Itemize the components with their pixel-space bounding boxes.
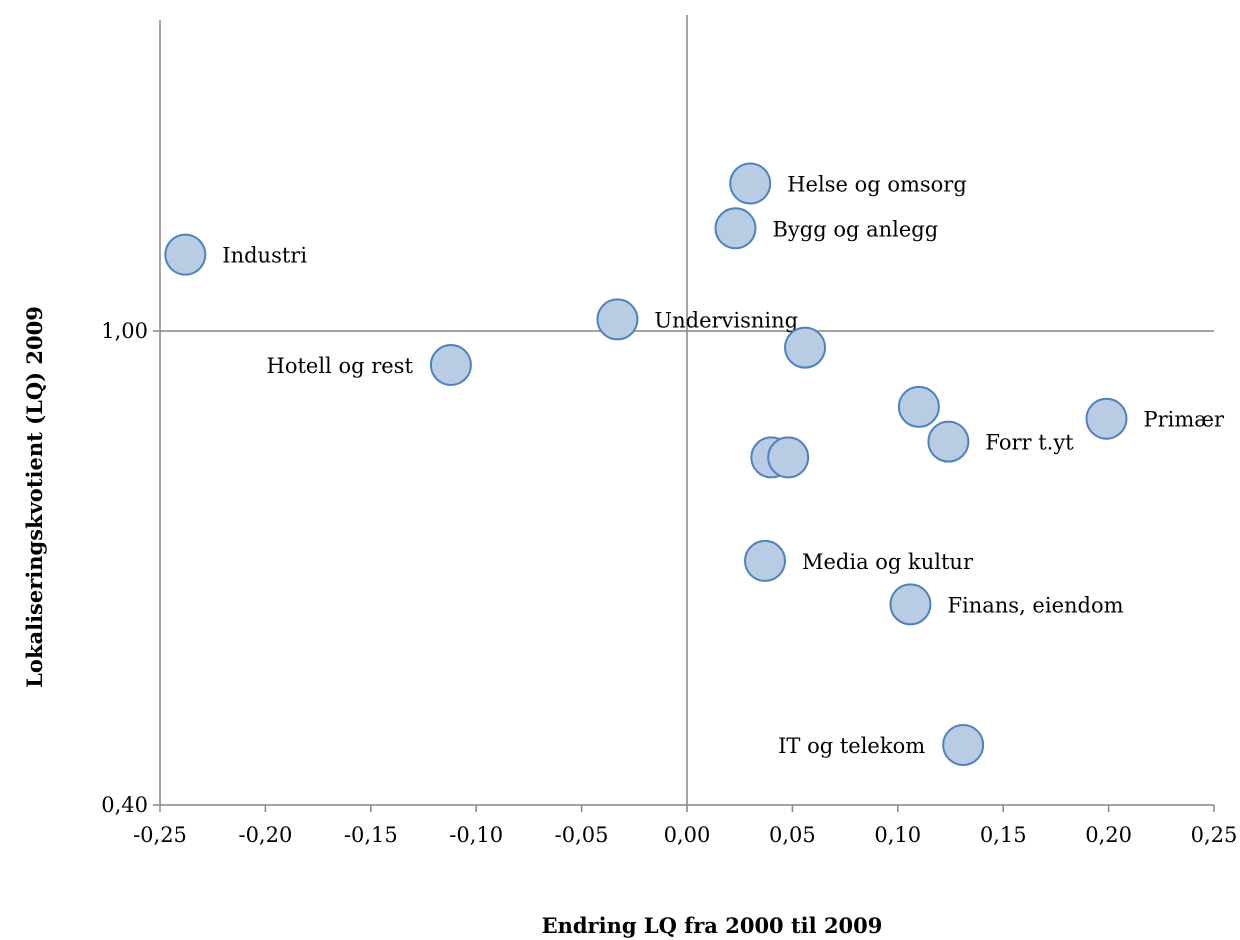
data-label: Hotell og rest	[267, 354, 414, 378]
tick-labels: -0,25 -0,20 -0,15 -0,10 -0,05 0,00 0,05 0,10 0,1…	[101, 319, 1237, 847]
data-label: Finans, eiendom	[947, 593, 1123, 617]
x-tick-label: 0,20	[1085, 823, 1132, 847]
data-point	[743, 539, 786, 582]
data-label: Media og kultur	[802, 550, 974, 574]
x-tick-label: -0,20	[238, 823, 292, 847]
x-axis-title: Endring LQ fra 2000 til 2009	[542, 913, 883, 938]
axes	[159, 15, 1214, 806]
data-points: Helse og omsorg Bygg og anlegg Industri Und…	[164, 162, 1225, 766]
x-tick-label: 0,10	[874, 823, 921, 847]
x-tick-label: -0,25	[133, 823, 187, 847]
x-tick-label: -0,15	[344, 823, 398, 847]
data-point	[927, 420, 970, 463]
data-point	[729, 162, 772, 205]
data-label: Bygg og anlegg	[772, 217, 938, 241]
data-label: Helse og omsorg	[787, 173, 967, 197]
data-label: Primær	[1143, 408, 1225, 432]
data-point	[784, 326, 827, 369]
y-tick-label: 1,00	[101, 319, 148, 343]
data-label: Industri	[222, 244, 307, 268]
data-point	[767, 436, 810, 479]
data-label: Undervisning	[654, 308, 798, 332]
x-tick-label: 0,15	[980, 823, 1027, 847]
x-tick-label: 0,25	[1191, 823, 1238, 847]
data-label: Forr t.yt	[985, 431, 1074, 455]
data-point	[897, 385, 940, 428]
x-tick-label: -0,10	[449, 823, 503, 847]
data-label: IT og telekom	[778, 734, 925, 758]
x-tick-label: -0,05	[555, 823, 609, 847]
data-point	[714, 207, 757, 250]
data-point	[889, 583, 932, 626]
y-axis-title: Lokaliseringskvotient (LQ) 2009	[22, 306, 47, 688]
x-tick-label: 0,00	[664, 823, 711, 847]
y-tick-label: 0,40	[101, 793, 148, 817]
data-point	[164, 233, 207, 276]
data-point	[429, 343, 472, 386]
data-point	[942, 723, 985, 766]
data-point	[596, 298, 639, 341]
x-tick-label: 0,05	[769, 823, 816, 847]
data-point	[1085, 397, 1128, 440]
